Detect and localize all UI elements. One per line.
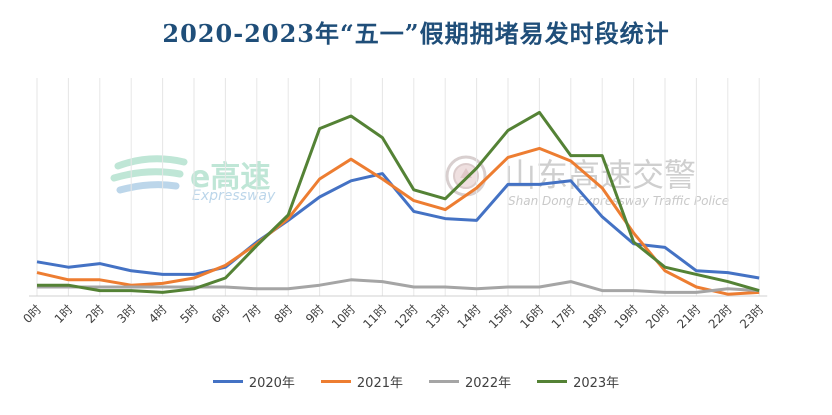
legend-label: 2023年 [573,376,620,391]
series-line-2 [36,146,760,296]
x-tick-label: 0时 [20,302,44,326]
x-tick-label: 15时 [486,302,515,331]
x-tick-label: 1时 [52,302,76,326]
series-line-3 [37,278,760,294]
x-tick-label: 7时 [240,302,264,326]
x-tick-label: 21时 [674,302,703,331]
legend-swatch [320,380,351,383]
x-tick-label: 22时 [706,302,735,331]
x-tick-label: 17时 [549,302,578,331]
x-tick-label: 14时 [455,302,484,331]
x-tick-label: 18时 [580,302,609,331]
line-chart: 0时 1时 2时 3时 4时 5时 6时 7时 8时 9时 10时 11时 12时 13时 14时 15时 16… [20,78,768,331]
e-expressway-logo-icon [110,155,188,194]
x-tick-label: 5时 [177,302,201,326]
legend-label: 2020年 [248,376,295,391]
x-tick-label: 12时 [392,302,421,331]
legend-swatch [537,380,568,383]
x-tick-label: 2时 [83,302,107,326]
legend-item: 2021年 [320,372,403,391]
x-tick-label: 19时 [612,302,641,331]
x-tick-label: 4时 [146,302,170,326]
legend-item: 2023年 [537,372,619,391]
legend-label: 2021年 [356,376,403,391]
legend-item: 2022年 [429,372,511,391]
x-tick-label: 20时 [643,302,672,331]
series-line-4 [37,110,760,294]
legend-swatch [429,380,459,383]
grid-lines [36,78,760,296]
legend: 2020年 2021年 2022年 2023年 [0,372,832,391]
chart-title: 2020-2023年“五一”假期拥堵易发时段统计 [162,19,670,48]
x-tick-label: 13时 [423,302,452,331]
legend-item: 2020年 [212,372,295,391]
x-tick-labels: 0时 1时 2时 3时 4时 5时 6时 7时 8时 9时 10时 11时 12时 13时 14时 15时 16… [20,302,766,331]
series-lines [36,110,760,296]
x-tick-label: 6时 [209,302,233,326]
x-tick-label: 23时 [737,302,766,331]
x-tick-label: 10时 [329,302,358,331]
x-tick-label: 11时 [360,302,389,331]
x-tick-label: 16时 [517,302,546,331]
x-tick-label: 8时 [272,302,296,326]
x-tick-label: 9时 [303,302,327,326]
legend-swatch [212,380,243,383]
x-tick-label: 3时 [115,302,139,326]
watermark-left-subtext: Expressway [192,188,276,204]
legend-label: 2022年 [465,376,512,391]
